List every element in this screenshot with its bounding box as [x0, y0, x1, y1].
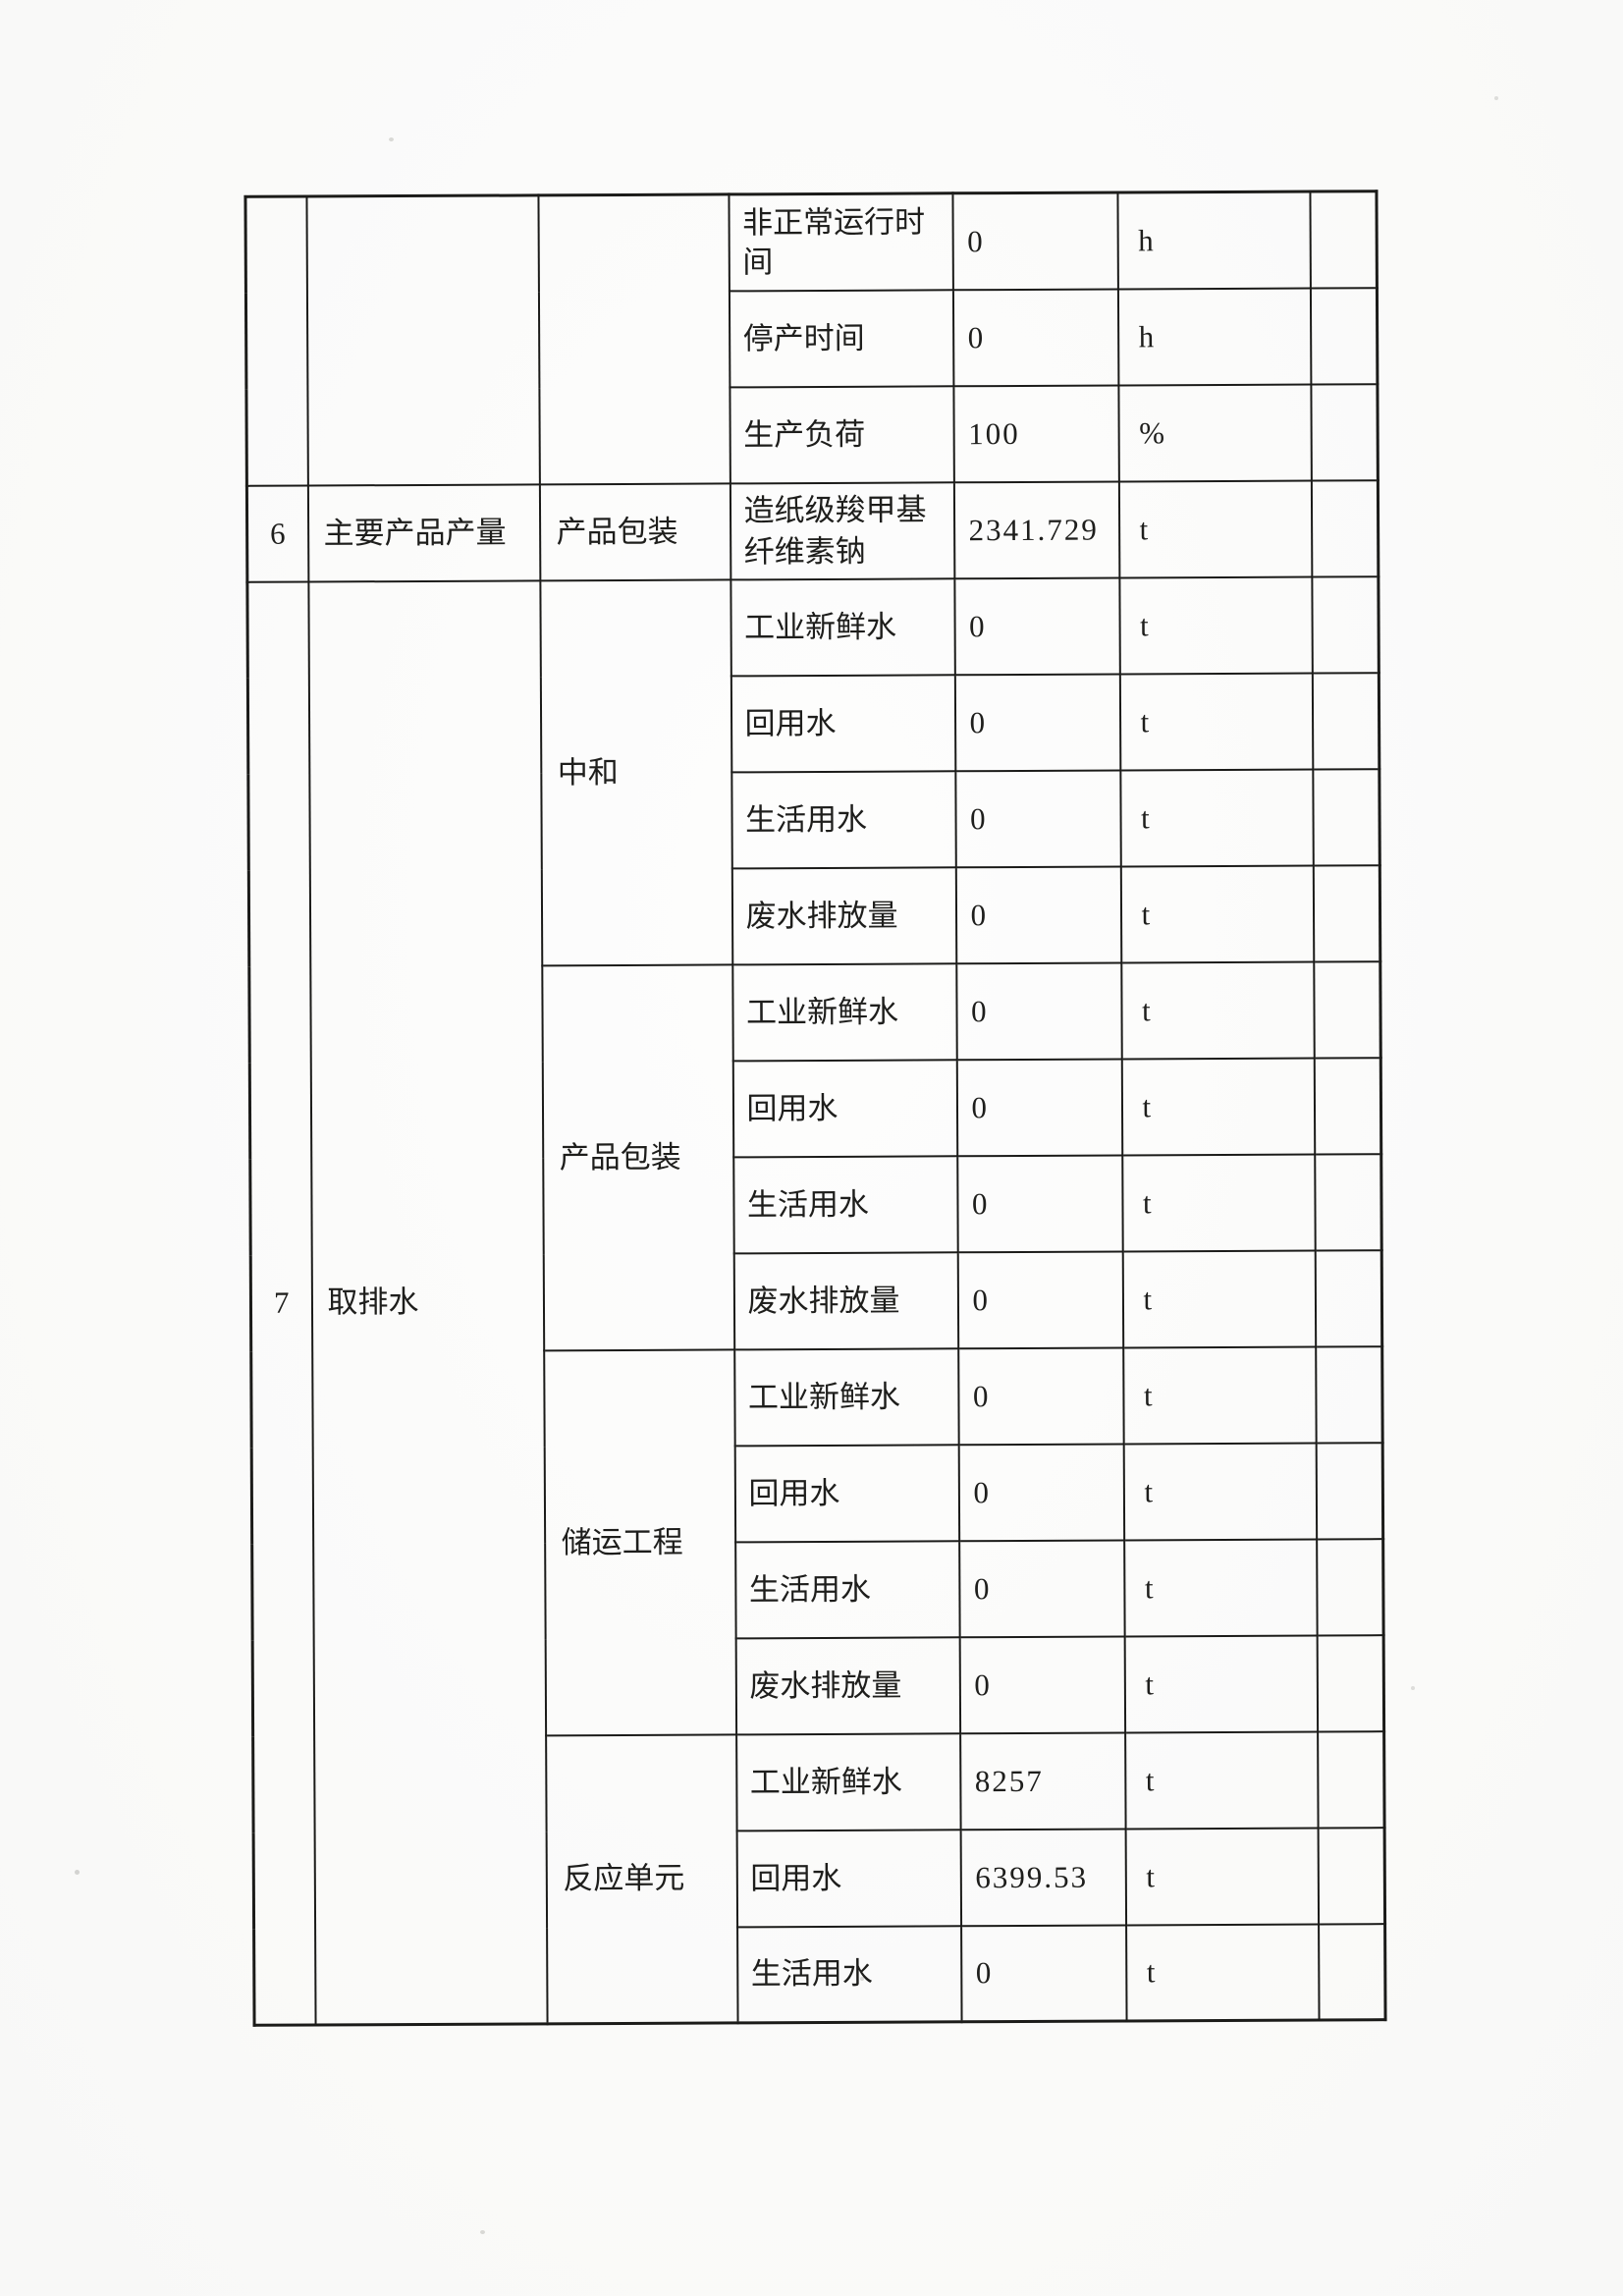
item-cell: 造纸级羧甲基纤维素钠	[730, 481, 954, 579]
unit-cell: t	[1123, 1539, 1318, 1636]
remark-cell	[1313, 960, 1381, 1059]
remark-cell	[1317, 1634, 1384, 1732]
item-cell: 生活用水	[734, 1540, 960, 1638]
value-cell: 0	[960, 1924, 1127, 2022]
unit-cell: t	[1122, 1346, 1317, 1444]
unit-cell: t	[1120, 961, 1315, 1059]
remark-cell	[1314, 1057, 1381, 1155]
item-cell: 回用水	[734, 1444, 959, 1542]
unit-cell: t	[1118, 576, 1313, 674]
remark-cell	[1312, 768, 1380, 866]
item-cell: 非正常运行时间	[728, 192, 953, 291]
row-number-cell: 6	[246, 485, 308, 582]
remark-cell	[1313, 864, 1380, 962]
scan-speck	[1411, 1686, 1415, 1690]
unit-cell: t	[1121, 1154, 1316, 1251]
item-cell: 回用水	[736, 1829, 961, 1927]
table-row: 非正常运行时间 0 h	[244, 191, 1378, 486]
remark-cell	[1317, 1730, 1385, 1829]
item-cell: 生活用水	[736, 1925, 962, 2023]
subcategory-cell: 中和	[539, 578, 732, 965]
item-cell: 生活用水	[732, 1155, 958, 1253]
item-cell: 回用水	[732, 1059, 957, 1157]
remark-cell	[1314, 1153, 1382, 1251]
value-cell: 6399.53	[960, 1828, 1126, 1926]
item-cell: 工业新鲜水	[733, 1347, 959, 1446]
remark-cell	[1311, 575, 1380, 674]
value-cell: 0	[956, 1058, 1122, 1156]
unit-cell: h	[1116, 191, 1311, 289]
unit-cell: t	[1120, 865, 1314, 962]
scan-speck	[75, 1870, 80, 1875]
unit-cell: t	[1123, 1443, 1317, 1540]
item-cell: 废水排放量	[733, 1251, 958, 1349]
value-cell: 0	[955, 961, 1122, 1060]
item-cell: 工业新鲜水	[731, 962, 957, 1061]
remark-cell	[1318, 1923, 1386, 2021]
value-cell: 0	[958, 1539, 1125, 1637]
category-cell: 主要产品产量	[307, 483, 540, 582]
unit-cell: t	[1125, 1924, 1320, 2021]
production-statistics-table: 非正常运行时间 0 h 停产时间 0 h 生产负荷 100 % 6 主要产品产量	[243, 190, 1387, 2027]
value-cell: 0	[952, 288, 1118, 386]
unit-cell: t	[1118, 480, 1312, 577]
item-cell: 回用水	[730, 674, 955, 772]
table-row: 6 主要产品产量 产品包装 造纸级羧甲基纤维素钠 2341.729 t	[246, 479, 1379, 582]
value-cell: 0	[957, 1250, 1123, 1348]
remark-cell	[1315, 1345, 1383, 1444]
value-cell: 100	[952, 384, 1119, 482]
remark-cell	[1312, 672, 1380, 770]
item-cell: 生活用水	[730, 770, 956, 868]
subcategory-cell: 储运工程	[543, 1348, 736, 1735]
category-cell: 取排水	[307, 579, 548, 2026]
subcategory-cell: 产品包装	[539, 482, 730, 580]
item-cell: 废水排放量	[731, 866, 956, 964]
value-cell: 0	[951, 191, 1118, 290]
row-number-cell-empty	[244, 196, 308, 486]
item-cell: 工业新鲜水	[735, 1732, 961, 1831]
scan-speck	[480, 2230, 485, 2234]
unit-cell: t	[1119, 673, 1313, 770]
value-cell: 0	[957, 1346, 1124, 1445]
remark-cell	[1316, 1538, 1384, 1636]
unit-cell: t	[1122, 1250, 1316, 1347]
remark-cell	[1309, 191, 1378, 289]
item-cell: 生产负荷	[729, 385, 954, 483]
unit-cell: t	[1119, 769, 1314, 866]
value-cell: 8257	[959, 1731, 1126, 1830]
remark-cell	[1316, 1442, 1383, 1540]
unit-cell: t	[1125, 1828, 1319, 1925]
remark-cell	[1311, 479, 1379, 577]
item-cell: 停产时间	[729, 289, 953, 387]
remark-cell	[1310, 287, 1378, 385]
remark-cell	[1318, 1827, 1385, 1925]
value-cell: 0	[956, 1154, 1123, 1252]
subcategory-cell: 反应单元	[545, 1733, 738, 2024]
table-row: 7 取排水 中和 工业新鲜水 0 t	[246, 575, 1380, 2026]
subcategory-cell: 产品包装	[541, 963, 734, 1350]
unit-cell: t	[1124, 1635, 1318, 1732]
remark-cell	[1315, 1249, 1382, 1347]
subcategory-cell-empty	[537, 193, 730, 484]
value-cell: 0	[953, 576, 1120, 675]
remark-cell	[1310, 383, 1379, 481]
scan-speck	[1494, 96, 1498, 100]
value-cell: 0	[955, 865, 1121, 963]
value-cell: 0	[954, 673, 1120, 771]
row-number-cell: 7	[246, 581, 316, 2026]
value-cell: 0	[959, 1635, 1125, 1733]
unit-cell: h	[1117, 288, 1311, 385]
value-cell: 0	[958, 1443, 1124, 1541]
unit-cell: %	[1117, 384, 1312, 481]
item-cell: 废水排放量	[735, 1636, 960, 1734]
unit-cell: t	[1121, 1058, 1315, 1155]
scan-speck	[860, 1977, 864, 1981]
unit-cell: t	[1124, 1731, 1319, 1829]
scan-speck	[389, 137, 394, 141]
value-cell: 2341.729	[953, 480, 1119, 578]
item-cell: 工业新鲜水	[730, 577, 955, 676]
value-cell: 0	[954, 769, 1121, 867]
category-cell-empty	[305, 194, 540, 486]
